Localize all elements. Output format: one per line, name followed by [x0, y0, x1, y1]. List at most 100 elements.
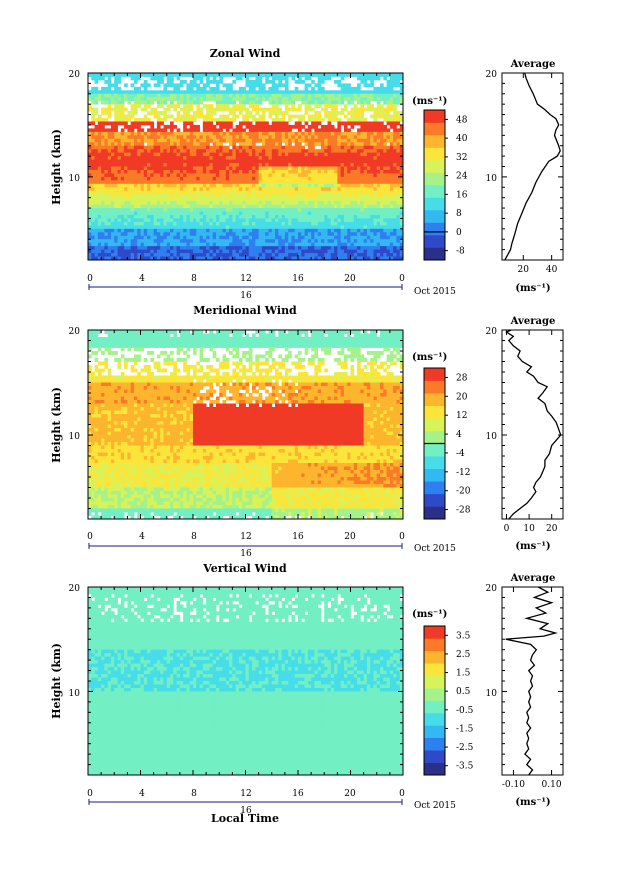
heatmap-cell	[215, 337, 220, 341]
heatmap-cell	[222, 187, 227, 192]
heatmap-cell	[166, 169, 171, 174]
heatmap-cell	[288, 208, 292, 212]
heatmap-cell	[340, 111, 345, 115]
heatmap-cell	[196, 232, 200, 237]
heatmap-cell	[268, 180, 273, 185]
heatmap-cell	[334, 166, 338, 171]
heatmap-cell	[281, 118, 286, 122]
heatmap-cell	[304, 73, 309, 77]
heatmap-cell	[133, 187, 138, 192]
heatmap-cell	[334, 152, 338, 157]
heatmap-cell	[193, 114, 197, 119]
heatmap-cell	[396, 214, 401, 219]
heatmap-cell	[212, 173, 217, 178]
heatmap-cell	[91, 221, 95, 226]
heatmap-cell	[389, 142, 394, 147]
heatmap-cell	[114, 135, 118, 140]
heatmap-cell	[252, 204, 256, 209]
heatmap-cell	[91, 131, 95, 136]
heatmap-cell	[278, 194, 282, 199]
heatmap-cell	[340, 83, 345, 88]
heatmap-cell	[170, 225, 174, 230]
heatmap-cell	[357, 330, 361, 334]
heatmap-cell	[238, 239, 243, 244]
heatmap-cell	[163, 124, 168, 129]
heatmap-cell	[88, 73, 92, 77]
heatmap-cell	[360, 197, 365, 202]
heatmap-cell	[120, 232, 125, 237]
heatmap-cell	[340, 152, 345, 157]
heatmap-cell	[347, 83, 351, 88]
heatmap-cell	[199, 333, 204, 338]
heatmap-cell	[153, 337, 158, 341]
heatmap-cell	[265, 246, 269, 251]
heatmap-cell	[229, 190, 233, 195]
heatmap-cell	[252, 124, 256, 129]
heatmap-cell	[97, 93, 102, 98]
heatmap-cell	[366, 187, 371, 192]
heatmap-cell	[360, 225, 365, 230]
heatmap-cell	[366, 197, 371, 202]
heatmap-cell	[235, 124, 240, 129]
heatmap-cell	[193, 128, 197, 133]
heatmap-cell	[281, 208, 286, 212]
heatmap-cell	[307, 149, 312, 154]
heatmap-cell	[330, 166, 335, 171]
heatmap-cell	[370, 232, 374, 237]
heatmap-cell	[370, 97, 374, 102]
heatmap-cell	[311, 152, 315, 157]
heatmap-cell	[278, 176, 282, 181]
heatmap-cell	[350, 180, 355, 185]
heatmap-cell	[206, 187, 210, 192]
heatmap-cell	[298, 118, 302, 122]
heatmap-cell	[252, 118, 256, 122]
heatmap-cell	[298, 152, 302, 157]
heatmap-cell	[176, 337, 181, 341]
heatmap-cell	[393, 235, 397, 240]
heatmap-cell	[396, 225, 401, 230]
heatmap-cell	[176, 97, 181, 102]
heatmap-cell	[137, 208, 141, 212]
heatmap-cell	[304, 149, 309, 154]
heatmap-cell	[380, 180, 384, 185]
heatmap-cell	[229, 204, 233, 209]
heatmap-cell	[363, 333, 368, 338]
heatmap-cell	[271, 214, 276, 219]
heatmap-cell	[268, 145, 273, 150]
heatmap-cell	[179, 228, 184, 233]
heatmap-cell	[232, 190, 237, 195]
heatmap-cell	[314, 337, 319, 341]
heatmap-cell	[245, 79, 250, 84]
heatmap-cell	[327, 90, 332, 95]
heatmap-cell	[193, 201, 197, 205]
heatmap-cell	[334, 131, 338, 136]
heatmap-cell	[380, 107, 384, 112]
heatmap-cell	[261, 118, 266, 122]
heatmap-cell	[363, 249, 368, 254]
heatmap-cell	[235, 76, 240, 81]
heatmap-cell	[120, 97, 125, 102]
heatmap-cell	[170, 145, 174, 150]
heatmap-cell	[163, 183, 168, 188]
heatmap-cell	[324, 176, 328, 181]
heatmap-cell	[327, 73, 332, 77]
heatmap-cell	[150, 253, 155, 257]
heatmap-cell	[278, 97, 282, 102]
heatmap-cell	[275, 163, 279, 167]
heatmap-cell	[215, 194, 220, 199]
heatmap-cell	[120, 114, 125, 119]
heatmap-cell	[343, 197, 348, 202]
heatmap-cell	[199, 114, 204, 119]
heatmap-cell	[104, 166, 109, 171]
heatmap-cell	[202, 93, 207, 98]
heatmap-cell	[258, 159, 263, 164]
heatmap-cell	[268, 187, 273, 192]
heatmap-cell	[88, 128, 92, 133]
heatmap-cell	[193, 204, 197, 209]
heatmap-cell	[350, 187, 355, 192]
heatmap-cell	[94, 169, 99, 174]
heatmap-cell	[271, 135, 276, 140]
heatmap-cell	[284, 249, 289, 254]
heatmap-cell	[202, 221, 207, 226]
heatmap-cell	[353, 204, 358, 209]
